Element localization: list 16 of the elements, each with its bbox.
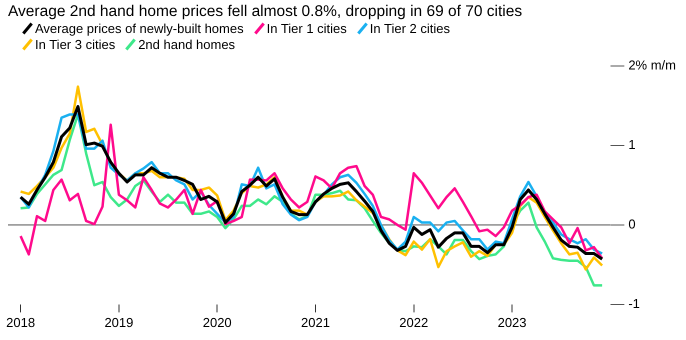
- legend-label: Average prices of newly-built homes: [35, 21, 244, 36]
- x-tick-label: 2023: [498, 314, 527, 330]
- y-tick-label: 2% m/m: [628, 58, 676, 73]
- legend-label: In Tier 2 cities: [370, 21, 450, 36]
- x-tick-label: 2022: [399, 314, 428, 330]
- x-tick-label: 2020: [202, 314, 232, 330]
- y-tick-label: -1: [628, 296, 640, 311]
- legend-label: 2nd hand homes: [138, 37, 236, 52]
- x-tick-label: 2019: [104, 314, 134, 330]
- x-tick-label: 2018: [6, 314, 36, 330]
- chart-title: Average 2nd hand home prices fell almost 0.8%, dropping in 69 of 70 cities: [7, 2, 524, 21]
- legend-label: In Tier 3 cities: [35, 37, 116, 52]
- y-tick-label: 1: [628, 137, 636, 152]
- y-tick-label: 0: [628, 216, 636, 232]
- legend-label: In Tier 1 cities: [266, 21, 347, 36]
- x-tick-label: 2021: [301, 314, 330, 330]
